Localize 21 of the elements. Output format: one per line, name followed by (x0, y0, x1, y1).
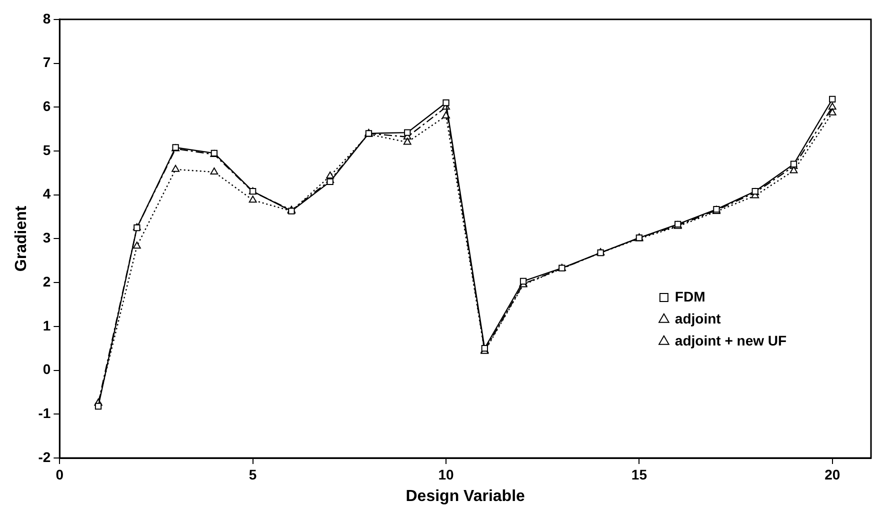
y-tick-label: 6 (42, 98, 51, 114)
x-tick-label: 10 (438, 466, 454, 482)
x-tick-label: 0 (56, 466, 64, 482)
y-tick-label: 4 (42, 186, 51, 202)
legend-label: adjoint + new UF (674, 332, 787, 348)
y-tick-label: -2 (38, 448, 51, 465)
y-tick-label: 7 (42, 54, 51, 70)
y-axis-title: Gradient (13, 205, 30, 272)
y-tick-label: -1 (38, 405, 51, 421)
y-tick-label: 8 (42, 10, 51, 26)
x-tick-label: 5 (248, 466, 257, 482)
y-tick-label: 1 (42, 317, 51, 334)
x-tick-label: 20 (824, 466, 840, 482)
y-tick-label: 3 (42, 230, 51, 246)
y-tick-label: 2 (42, 273, 51, 290)
x-tick-label: 15 (631, 466, 648, 482)
x-axis-title: Design Variable (406, 488, 526, 505)
y-tick-label: 0 (42, 361, 51, 378)
y-tick-label: 5 (42, 142, 51, 158)
legend-label: FDM (674, 288, 706, 304)
legend-label: adjoint (674, 310, 722, 326)
